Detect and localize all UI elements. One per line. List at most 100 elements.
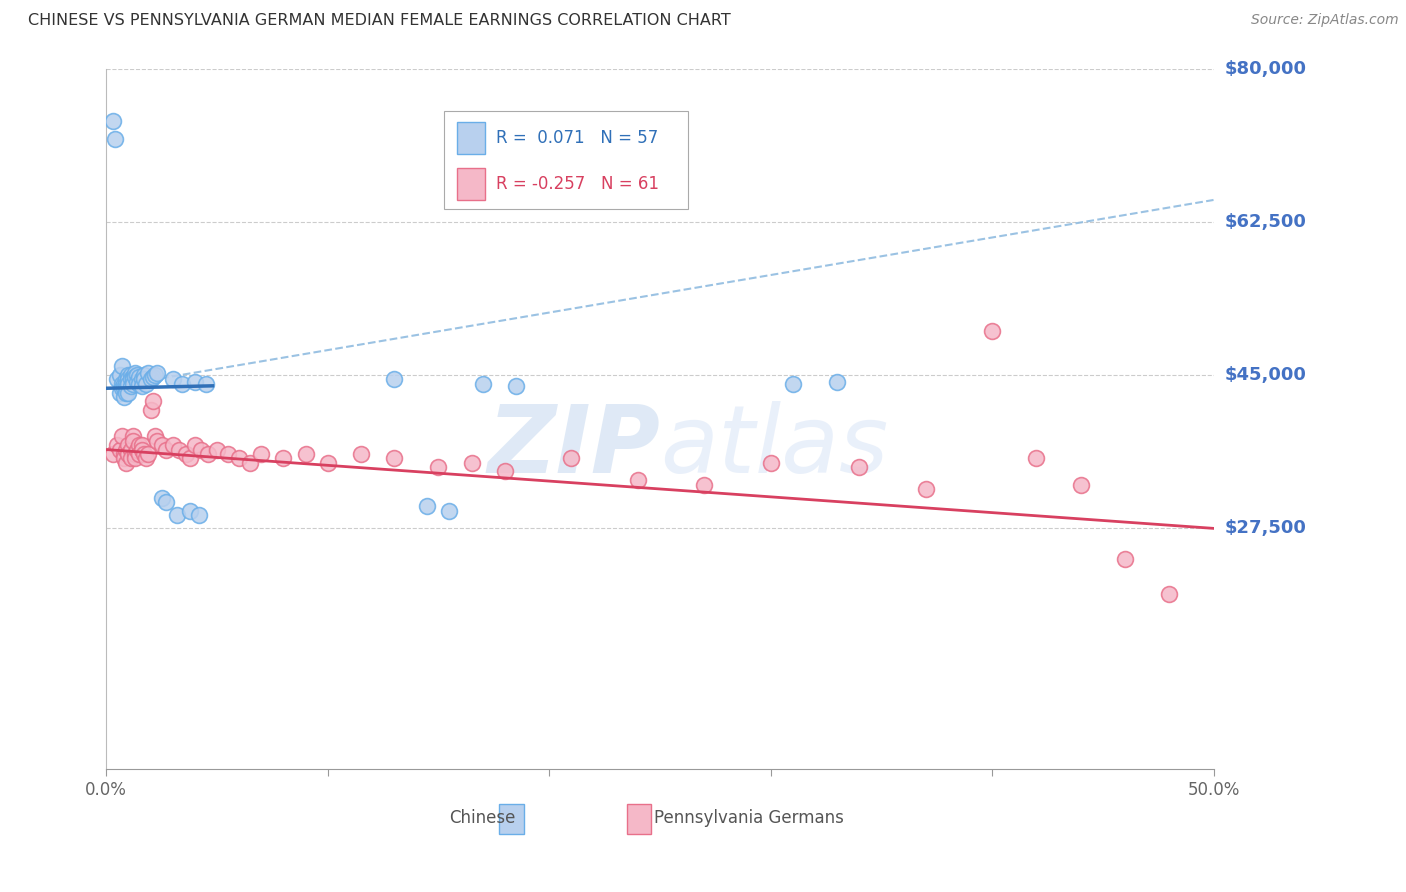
- Point: [146, 367, 169, 381]
- Point: [1159, 587, 1181, 601]
- Point: [194, 376, 217, 391]
- Point: [179, 451, 201, 466]
- Point: [128, 438, 150, 452]
- Point: [205, 442, 228, 457]
- FancyBboxPatch shape: [499, 805, 523, 834]
- Point: [127, 368, 149, 383]
- Point: [416, 500, 439, 514]
- Point: [131, 378, 153, 392]
- Point: [439, 504, 461, 518]
- Point: [382, 451, 405, 466]
- Point: [111, 359, 134, 374]
- Point: [169, 442, 191, 457]
- Point: [188, 508, 211, 523]
- Point: [124, 369, 146, 384]
- Point: [981, 324, 1004, 338]
- Point: [143, 429, 166, 443]
- Point: [121, 369, 143, 384]
- Point: [142, 394, 165, 409]
- Point: [117, 376, 139, 391]
- Point: [825, 375, 848, 389]
- Point: [111, 381, 134, 395]
- Point: [108, 442, 131, 457]
- Point: [166, 508, 188, 523]
- Point: [120, 378, 142, 392]
- Point: [121, 372, 143, 386]
- Point: [128, 376, 150, 391]
- Point: [127, 442, 149, 457]
- Point: [115, 381, 138, 395]
- Point: [162, 372, 184, 386]
- Point: [111, 429, 134, 443]
- Point: [115, 376, 138, 391]
- Text: ZIP: ZIP: [486, 401, 659, 493]
- Point: [101, 114, 124, 128]
- Point: [117, 447, 139, 461]
- Point: [132, 372, 155, 386]
- Point: [848, 460, 870, 475]
- Point: [294, 447, 316, 461]
- Point: [150, 438, 173, 452]
- Point: [560, 451, 582, 466]
- Point: [155, 442, 177, 457]
- Point: [105, 438, 128, 452]
- Text: $45,000: $45,000: [1225, 366, 1306, 384]
- Point: [112, 381, 135, 395]
- Point: [382, 372, 405, 386]
- Point: [112, 451, 135, 466]
- Point: [627, 473, 650, 487]
- Point: [139, 403, 162, 417]
- Text: $80,000: $80,000: [1225, 60, 1306, 78]
- Point: [111, 376, 134, 391]
- Point: [350, 447, 373, 461]
- Point: [117, 438, 139, 452]
- Point: [494, 465, 516, 479]
- Point: [115, 372, 138, 386]
- Point: [105, 372, 128, 386]
- Text: $62,500: $62,500: [1225, 213, 1306, 231]
- Point: [131, 438, 153, 452]
- Point: [121, 434, 143, 448]
- Text: atlas: atlas: [659, 401, 889, 492]
- Point: [460, 456, 482, 470]
- Point: [115, 456, 138, 470]
- Point: [120, 451, 142, 466]
- Point: [108, 368, 131, 383]
- Point: [782, 376, 804, 391]
- Point: [115, 442, 138, 457]
- Point: [124, 451, 146, 466]
- Point: [759, 456, 782, 470]
- FancyBboxPatch shape: [457, 122, 485, 153]
- Point: [316, 456, 339, 470]
- Point: [427, 460, 450, 475]
- Point: [217, 447, 239, 461]
- Point: [112, 447, 135, 461]
- Point: [136, 447, 159, 461]
- Point: [121, 376, 143, 391]
- Point: [1114, 552, 1136, 566]
- Point: [239, 456, 262, 470]
- Point: [179, 504, 201, 518]
- Point: [250, 447, 273, 461]
- Point: [131, 442, 153, 457]
- Point: [1025, 451, 1047, 466]
- Point: [104, 131, 127, 145]
- Text: R = -0.257   N = 61: R = -0.257 N = 61: [496, 175, 659, 194]
- Point: [132, 368, 155, 383]
- Point: [117, 385, 139, 400]
- Text: Pennsylvania Germans: Pennsylvania Germans: [654, 809, 844, 827]
- Point: [1070, 477, 1092, 491]
- Point: [135, 376, 157, 391]
- Point: [131, 372, 153, 386]
- Point: [117, 372, 139, 386]
- Point: [142, 369, 165, 384]
- Point: [115, 385, 138, 400]
- Text: $27,500: $27,500: [1225, 519, 1306, 537]
- Point: [120, 368, 142, 383]
- Point: [112, 390, 135, 404]
- Point: [170, 376, 193, 391]
- Point: [693, 477, 716, 491]
- Point: [112, 376, 135, 391]
- Point: [505, 378, 527, 392]
- Point: [184, 438, 207, 452]
